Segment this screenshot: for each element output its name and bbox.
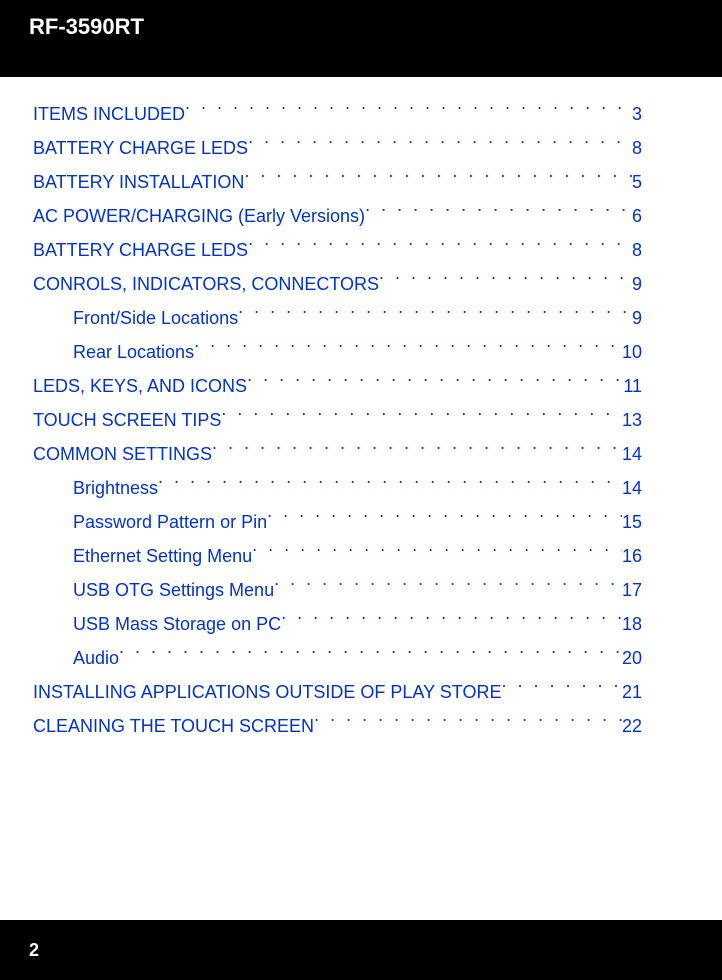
toc-entry[interactable]: CONROLS, INDICATORS, CONNECTORS 9 [33,267,642,301]
toc-entry[interactable]: Rear Locations 10 [33,335,642,369]
toc-entry-page: 11 [623,369,642,403]
toc-entry[interactable]: USB OTG Settings Menu 17 [33,573,642,607]
toc-entry[interactable]: Password Pattern or Pin 15 [33,505,642,539]
toc-entry-page: 9 [632,301,642,335]
toc-leader-dots [379,272,632,290]
toc-entry-title: Front/Side Locations [73,301,238,335]
toc-entry-title: COMMON SETTINGS [33,437,212,471]
toc-leader-dots [119,646,622,664]
page-number: 2 [29,940,39,960]
product-model: RF-3590RT [29,14,144,39]
toc-entry-title: BATTERY CHARGE LEDS [33,233,248,267]
toc-entry-page: 8 [632,233,642,267]
toc-entry-title: USB Mass Storage on PC [73,607,281,641]
toc-entry-title: INSTALLING APPLICATIONS OUTSIDE OF PLAY … [33,675,501,709]
toc-entry-page: 21 [622,675,642,709]
toc-entry[interactable]: CLEANING THE TOUCH SCREEN 22 [33,709,642,743]
toc-entry[interactable]: TOUCH SCREEN TIPS 13 [33,403,642,437]
toc-entry[interactable]: INSTALLING APPLICATIONS OUTSIDE OF PLAY … [33,675,642,709]
toc-leader-dots [221,408,622,426]
toc-leader-dots [252,544,622,562]
toc-entry-title: Rear Locations [73,335,194,369]
toc-leader-dots [281,612,622,630]
toc-entry-title: BATTERY INSTALLATION [33,165,244,199]
toc-entry-page: 16 [622,539,642,573]
toc-leader-dots [244,170,632,188]
toc-entry-title: CLEANING THE TOUCH SCREEN [33,709,314,743]
toc-entry-page: 14 [622,471,642,505]
toc-entry-page: 14 [622,437,642,471]
toc-leader-dots [194,340,622,358]
toc-entry[interactable]: AC POWER/CHARGING (Early Versions) 6 [33,199,642,233]
page: RF-3590RT ITEMS INCLUDED3BATTERY CHARGE … [0,0,722,980]
toc-leader-dots [212,442,622,460]
toc-entry[interactable]: Front/Side Locations 9 [33,301,642,335]
toc-entry-title: LEDS, KEYS, AND ICONS [33,369,247,403]
toc-entry-title: Brightness [73,471,158,505]
toc-leader-dots [267,510,622,528]
toc-entry[interactable]: BATTERY CHARGE LEDS 8 [33,131,642,165]
toc-entry-title: BATTERY CHARGE LEDS [33,131,248,165]
toc-leader-dots [158,476,622,494]
toc-entry-page: 17 [622,573,642,607]
toc-entry-page: 9 [632,267,642,301]
table-of-contents: ITEMS INCLUDED3BATTERY CHARGE LEDS 8BATT… [33,97,642,743]
toc-leader-dots [247,374,623,392]
toc-leader-dots [274,578,622,596]
toc-entry-page: 6 [632,199,642,233]
toc-entry-page: 5 [632,165,642,199]
toc-leader-dots [248,238,632,256]
toc-entry-title: ITEMS INCLUDED [33,97,185,131]
toc-entry[interactable]: Brightness 14 [33,471,642,505]
toc-entry-title: TOUCH SCREEN TIPS [33,403,221,437]
toc-entry-title: Ethernet Setting Menu [73,539,252,573]
toc-entry[interactable]: Ethernet Setting Menu 16 [33,539,642,573]
toc-leader-dots [248,136,632,154]
toc-leader-dots [501,680,622,698]
toc-leader-dots [365,204,632,222]
toc-entry-page: 10 [622,335,642,369]
content-area: ITEMS INCLUDED3BATTERY CHARGE LEDS 8BATT… [0,77,722,920]
toc-entry-page: 20 [622,641,642,675]
toc-entry[interactable]: BATTERY CHARGE LEDS 8 [33,233,642,267]
toc-leader-dots [185,102,632,120]
header-bar: RF-3590RT [0,0,722,77]
toc-leader-dots [238,306,632,324]
toc-entry-title: AC POWER/CHARGING (Early Versions) [33,199,365,233]
toc-leader-dots [314,714,622,732]
toc-entry-page: 13 [622,403,642,437]
toc-entry-page: 22 [622,709,642,743]
toc-entry[interactable]: BATTERY INSTALLATION 5 [33,165,642,199]
toc-entry[interactable]: USB Mass Storage on PC 18 [33,607,642,641]
toc-entry-page: 15 [622,505,642,539]
toc-entry-title: Audio [73,641,119,675]
toc-entry-title: CONROLS, INDICATORS, CONNECTORS [33,267,379,301]
toc-entry[interactable]: LEDS, KEYS, AND ICONS 11 [33,369,642,403]
toc-entry-page: 3 [632,97,642,131]
footer-bar: 2 [0,920,722,980]
toc-entry-page: 18 [622,607,642,641]
toc-entry-title: Password Pattern or Pin [73,505,267,539]
toc-entry-page: 8 [632,131,642,165]
toc-entry[interactable]: Audio 20 [33,641,642,675]
toc-entry[interactable]: COMMON SETTINGS 14 [33,437,642,471]
toc-entry[interactable]: ITEMS INCLUDED 3 [33,97,642,131]
toc-entry-title: USB OTG Settings Menu [73,573,274,607]
